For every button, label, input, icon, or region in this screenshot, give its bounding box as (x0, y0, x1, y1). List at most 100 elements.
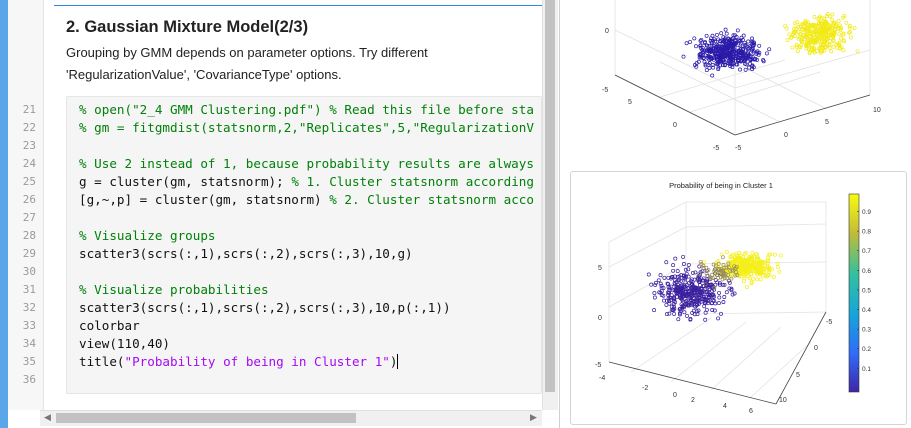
tick-label: 5 (628, 99, 632, 106)
scatter-point (726, 36, 731, 41)
scatter-point (672, 281, 677, 285)
scatter-point (709, 301, 714, 306)
code-line-33[interactable]: colorbar (79, 318, 140, 333)
scatter-point (707, 292, 712, 297)
scatter-point (672, 282, 677, 287)
scatter-point (825, 12, 830, 16)
scatter-point (790, 45, 795, 50)
code-line-32[interactable]: scatter3(scrs(:,1),scrs(:,2),scrs(:,3),1… (79, 300, 451, 315)
colorbar[interactable] (848, 193, 860, 393)
scatter-point (809, 32, 814, 37)
horizontal-scrollbar-thumb[interactable] (56, 413, 356, 423)
scatter-point (758, 277, 763, 282)
scatter-point (837, 46, 842, 51)
scatter-point (687, 285, 691, 290)
scatter-point (840, 32, 845, 37)
scatter-point (750, 40, 755, 45)
scatter-point (729, 288, 734, 293)
scatter-point (814, 37, 819, 41)
scatter-point (827, 39, 832, 43)
scatter-point (689, 300, 694, 305)
scatter-point (756, 52, 761, 57)
scatter-point (815, 49, 819, 54)
code-line-34[interactable]: view(110,40) (79, 336, 170, 351)
line-number: 31 (22, 283, 36, 296)
scatter-point (678, 312, 682, 317)
scatter-point (777, 269, 782, 274)
scatter-point (669, 284, 674, 289)
scatter-point (746, 39, 751, 44)
scatter-point (725, 276, 730, 281)
scatter-point (688, 279, 693, 284)
scatter-point (710, 272, 714, 277)
scroll-left-icon[interactable]: ◀ (44, 412, 51, 422)
scatter-point (675, 269, 680, 274)
code-line-21[interactable]: % open("2_4 GMM Clustering.pdf") % Read … (79, 102, 534, 117)
scatter-point (701, 276, 706, 281)
scatter-point (700, 278, 705, 283)
scatter-point (707, 61, 712, 66)
code-block[interactable]: % open("2_4 GMM Clustering.pdf") % Read … (66, 96, 542, 394)
scatter-point (752, 42, 757, 47)
scatter-point (729, 276, 734, 281)
code-line-29[interactable]: scatter3(scrs(:,1),scrs(:,2),scrs(:,3),1… (79, 246, 413, 261)
scroll-right-icon[interactable]: ▶ (530, 412, 537, 422)
scatter-point (690, 270, 695, 275)
scatter-point (707, 287, 712, 292)
scatter-point (700, 289, 705, 294)
scatter-point (760, 263, 765, 268)
scatter-point (698, 45, 703, 50)
code-line-35[interactable]: title("Probability of being in Cluster 1… (79, 353, 399, 371)
scatter-point (812, 15, 817, 19)
scatter-point (730, 292, 735, 297)
scatter-point (704, 43, 709, 48)
scatter-point (804, 46, 809, 51)
scatter-point (714, 44, 719, 49)
scatter-point (721, 300, 726, 304)
line-number: 34 (22, 337, 36, 350)
code-line-24[interactable]: % Use 2 instead of 1, because probabilit… (79, 156, 534, 171)
scatter-point (750, 251, 755, 256)
scatter-point (830, 25, 834, 30)
scatter-point (766, 264, 771, 269)
scatter-point (725, 250, 730, 255)
colorbar-tick-label: 0.6 (862, 268, 871, 275)
scatter-point (704, 33, 709, 38)
code-line-22[interactable]: % gm = fitgmdist(statsnorm,2,"Replicates… (79, 120, 534, 135)
scatter-point (704, 68, 709, 73)
figure-groups: 0 -5 5 0 -5 -5 0 5 10 (570, 0, 911, 160)
line-number: 28 (22, 229, 36, 242)
scatter-point (811, 33, 816, 37)
scatter-point (693, 304, 698, 309)
scatter-point (753, 265, 758, 270)
code-line-31[interactable]: % Visualize probabilities (79, 282, 269, 297)
scatter-point (766, 266, 771, 271)
scatter-point (679, 291, 684, 296)
scatter-point (706, 292, 711, 297)
code-line-26[interactable]: [g,~,p] = cluster(gm, statsnorm) % 2. Cl… (79, 191, 534, 209)
scatter-point (698, 293, 703, 298)
scatter-point (755, 49, 760, 54)
scatter-point (711, 262, 716, 267)
colorbar-tick-label: 0.9 (862, 209, 871, 216)
scatter-point (740, 38, 745, 42)
code-line-25[interactable]: g = cluster(gm, statsnorm); % 1. Cluster… (79, 173, 534, 191)
tick-label: 0 (673, 122, 677, 129)
scatter-point (695, 302, 700, 307)
scatter-point (694, 64, 699, 69)
scatter-point (717, 290, 722, 295)
scatter-point (722, 282, 727, 287)
scatter-point (708, 283, 713, 288)
scatter-point (685, 313, 689, 318)
scatter-point (750, 36, 754, 41)
scatter-point (767, 47, 772, 52)
scatter-point (733, 259, 738, 264)
scatter-point (728, 265, 733, 270)
code-line-28[interactable]: % Visualize groups (79, 228, 216, 243)
vertical-scrollbar-thumb[interactable] (545, 0, 555, 392)
scatter-point (721, 43, 726, 48)
tick-label: -5 (595, 362, 601, 369)
scatter-point (775, 261, 780, 266)
scatter-point (812, 30, 817, 35)
scatter-point (735, 62, 740, 67)
